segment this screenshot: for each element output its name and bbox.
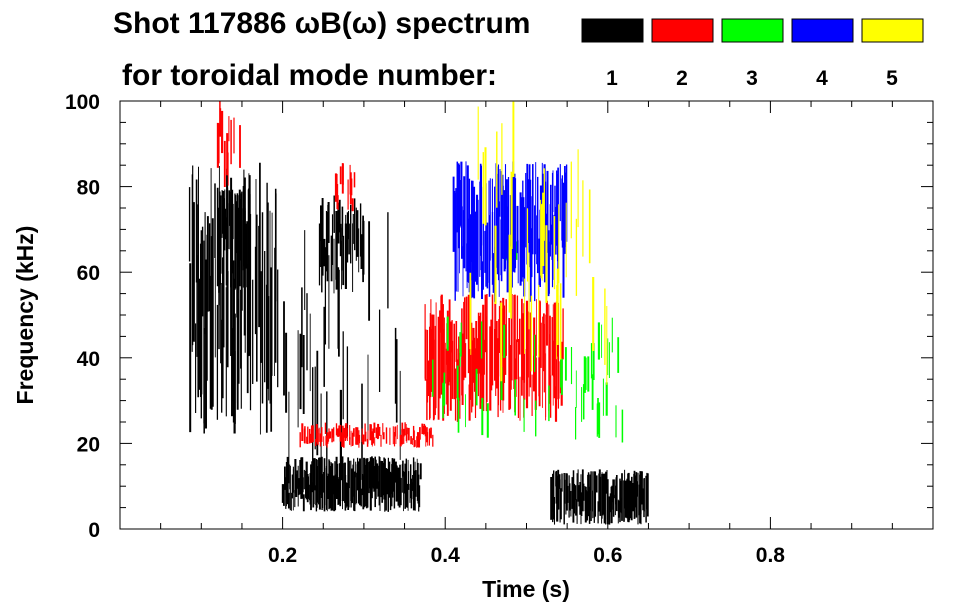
x-tick-label-1: 0.4 xyxy=(431,544,461,567)
region-n1-early-broadband xyxy=(188,162,279,435)
y-tick-label-0: 0 xyxy=(88,519,100,542)
y-axis-label: Frequency (kHz) xyxy=(12,226,38,405)
region-n2-high-80 xyxy=(334,163,356,212)
legend-label-mode-4: 4 xyxy=(816,67,828,90)
spectrogram-marks xyxy=(188,101,649,525)
x-tick-label-2: 0.6 xyxy=(593,544,622,567)
region-n1-low-burst-b xyxy=(550,469,649,525)
x-tick-label-0: 0.2 xyxy=(268,544,297,567)
legend-swatch-mode-3 xyxy=(721,18,784,43)
region-n2-early-high xyxy=(216,101,241,187)
legend-swatch-mode-5 xyxy=(861,18,924,43)
y-tick-label-2: 40 xyxy=(77,348,100,371)
region-n2-band-25 xyxy=(299,422,434,448)
legend-swatch-mode-4 xyxy=(791,18,854,43)
y-tick-label-3: 60 xyxy=(77,262,100,285)
x-tick-label-3: 0.8 xyxy=(756,544,786,567)
region-n3-green-scatter xyxy=(432,316,624,443)
y-tick-label-1: 20 xyxy=(77,433,100,456)
region-n5-yellow-scatter xyxy=(469,101,608,385)
y-tick-label-5: 100 xyxy=(65,91,100,114)
legend-label-mode-1: 1 xyxy=(606,67,618,90)
x-axis-label: Time (s) xyxy=(482,576,570,602)
region-n1-mid-broadband xyxy=(318,195,365,294)
legend-label-mode-3: 3 xyxy=(746,67,758,90)
legend: 1 2 3 4 5 xyxy=(581,18,924,90)
legend-swatch-mode-1 xyxy=(581,18,644,43)
legend-label-mode-2: 2 xyxy=(676,67,688,90)
legend-label-mode-5: 5 xyxy=(886,67,898,90)
axes: 0.2 0.4 0.6 0.8 0 20 40 60 80 100 xyxy=(65,91,933,567)
region-n2-fishbone-40 xyxy=(424,294,564,422)
region-n1-low-burst-a xyxy=(281,456,422,512)
chart-subtitle: for toroidal mode number: xyxy=(122,59,497,92)
region-n1-core-60-70 xyxy=(216,187,251,294)
y-tick-label-4: 80 xyxy=(77,177,100,200)
chart-title: Shot 117886 ωB(ω) spectrum xyxy=(113,7,530,40)
legend-swatch-mode-2 xyxy=(651,18,714,43)
